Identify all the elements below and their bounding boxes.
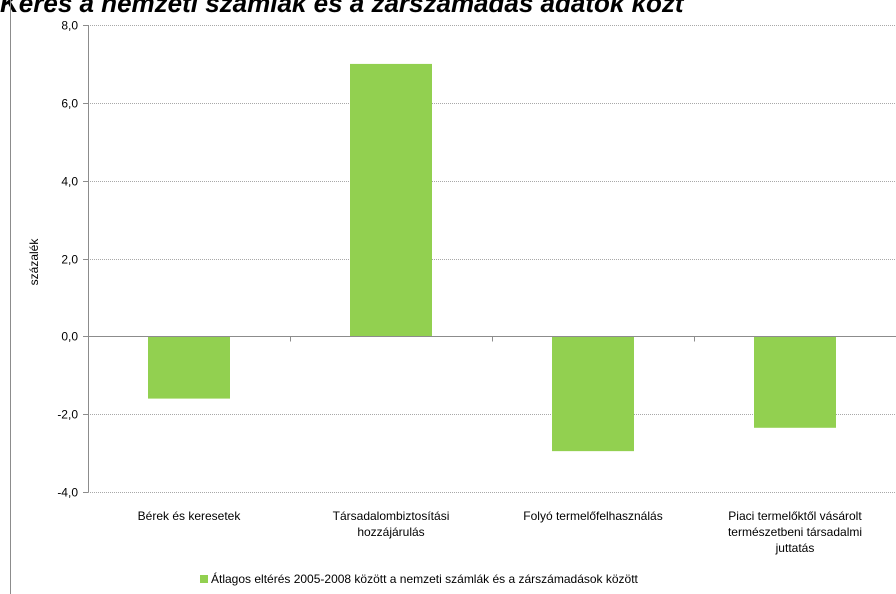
category-label: juttatás	[775, 541, 815, 555]
y-tick-label: 6,0	[61, 97, 78, 111]
y-tick-label: 4,0	[61, 175, 78, 189]
bar	[552, 336, 634, 452]
y-axis-ticks: 8,0 6,0 4,0 2,0 0,0 -2,0 -4,0	[57, 19, 89, 500]
bar	[350, 63, 432, 337]
category-label: Társadalombiztosítási	[333, 509, 450, 523]
category-label: természetbeni társadalmi	[728, 525, 862, 539]
bars	[148, 63, 836, 452]
category-label: hozzájárulás	[357, 525, 424, 539]
gridlines	[88, 25, 896, 493]
y-tick-label: -4,0	[57, 486, 78, 500]
legend: Átlagos eltérés 2005-2008 között a nemze…	[200, 571, 639, 586]
bar	[148, 336, 230, 399]
category-labels: Bérek és keresetek Társadalombiztosítási h…	[138, 509, 863, 555]
chart-title: Keres a nemzeti számlák és a zárszámadás…	[0, 0, 684, 18]
category-label: Bérek és keresetek	[138, 509, 242, 523]
category-label: Folyó termelőfelhasználás	[523, 509, 662, 523]
bar	[754, 336, 836, 428]
y-tick-label: 0,0	[61, 330, 78, 344]
legend-label: Átlagos eltérés 2005-2008 között a nemze…	[211, 571, 639, 586]
x-axis	[88, 336, 896, 342]
y-tick-label: 2,0	[61, 253, 78, 267]
y-tick-label: -2,0	[57, 408, 78, 422]
legend-swatch	[200, 575, 208, 583]
y-tick-label: 8,0	[61, 19, 78, 33]
y-axis-title: százalék	[27, 238, 41, 286]
category-label: Piaci termelőktől vásárolt	[728, 509, 862, 523]
